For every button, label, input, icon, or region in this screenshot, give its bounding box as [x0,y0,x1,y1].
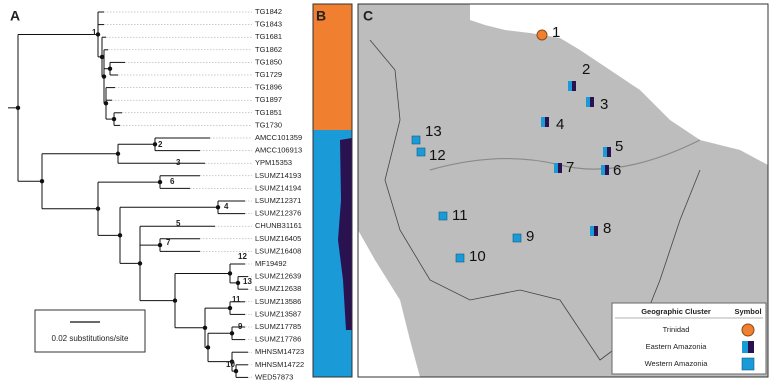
tip-label: LSUMZ16408 [255,246,301,255]
panel-label: A [10,8,20,24]
site-eastern [590,97,594,107]
site-eastern [605,165,609,175]
tip-label: MHNSM14723 [255,347,304,356]
site-western [456,254,464,262]
node-label: 7 [166,238,171,247]
node-label: 13 [243,277,252,286]
site-label: 10 [469,248,486,265]
tip-label: MHNSM14722 [255,360,304,369]
site-eastern [607,147,611,157]
node-label: 9 [238,322,243,331]
legend-row: Western Amazonia [645,359,709,368]
tip-label: LSUMZ14194 [255,183,301,192]
site-trinidad [537,30,547,40]
tip-label: TG1862 [255,45,282,54]
site-western [412,136,420,144]
symbol-trinidad [742,324,754,336]
scale-box [35,310,145,352]
site-label: 9 [526,228,534,245]
node-label: 6 [170,177,175,186]
tip-label: TG1897 [255,95,282,104]
node-label: 4 [224,202,229,211]
site-eastern [558,163,562,173]
site-western [513,234,521,242]
tip-label: YPM15353 [255,158,292,167]
tip-label: LSUMZ14193 [255,171,301,180]
tip-label: LSUMZ12376 [255,209,301,218]
site-label: 8 [603,220,611,237]
site-label: 13 [425,123,442,140]
tip-label: TG1843 [255,20,282,29]
tip-label: TG1730 [255,120,282,129]
tip-label: LSUMZ12639 [255,272,301,281]
site-label: 7 [566,159,574,176]
site-eastern [545,117,549,127]
panel-label: C [363,8,373,24]
scale-text: 0.02 substitutions/site [52,334,129,343]
tip-label: MF19492 [255,259,287,268]
tip-label: CHUNB31161 [255,221,302,230]
site-label: 5 [615,138,623,155]
node-label: 10 [226,360,235,369]
site-western [439,212,447,220]
node-label: 1 [92,28,97,37]
site-label: 12 [429,147,446,164]
legend-header: Symbol [734,307,761,316]
site-label: 3 [600,96,608,113]
tip-label: WED57873 [255,372,293,381]
legend-row: Eastern Amazonia [646,342,708,351]
site-label: 2 [582,61,590,78]
tip-label: TG1896 [255,83,282,92]
node-label: 2 [158,140,163,149]
figure: A B C Geographic Cluster Symbol Trinidad… [0,0,770,381]
site-eastern [603,147,607,157]
symbol-eastern [742,341,748,353]
site-label: 1 [552,24,560,41]
node-label: 11 [232,295,241,304]
site-eastern [594,226,598,236]
site-eastern [554,163,558,173]
tip-label: TG1681 [255,32,282,41]
legend: Geographic Cluster Symbol Trinidad Easte… [612,303,766,374]
tip-label: AMCC106913 [255,146,302,155]
site-eastern [568,81,572,91]
tip-label: AMCC101359 [255,133,302,142]
site-eastern [601,165,605,175]
site-label: 4 [556,116,564,133]
scale-bar: 0.02 substitutions/site [35,310,145,352]
node-label: 3 [176,158,181,167]
site-western [417,148,425,156]
tip-label: LSUMZ17786 [255,335,301,344]
tip-label: TG1729 [255,70,282,79]
tip-label: TG1851 [255,108,282,117]
panel-label: B [316,8,326,24]
legend-header: Geographic Cluster [641,307,711,316]
site-eastern [541,117,545,127]
tip-label: LSUMZ17785 [255,322,301,331]
tip-label: LSUMZ16405 [255,234,301,243]
tip-label: LSUMZ12638 [255,284,301,293]
tip-label: LSUMZ13587 [255,309,301,318]
symbol-eastern [748,341,754,353]
legend-row: Trinidad [663,325,690,334]
site-eastern [586,97,590,107]
tip-label: LSUMZ13586 [255,297,301,306]
site-label: 6 [613,162,621,179]
symbol-western [742,358,754,370]
site-label: 11 [452,207,468,224]
site-eastern [590,226,594,236]
node-label: 5 [176,219,181,228]
site-eastern [572,81,576,91]
tip-label: TG1842 [255,7,282,16]
tip-label: TG1850 [255,57,282,66]
tip-label: LSUMZ12371 [255,196,301,205]
node-label: 12 [238,252,247,261]
